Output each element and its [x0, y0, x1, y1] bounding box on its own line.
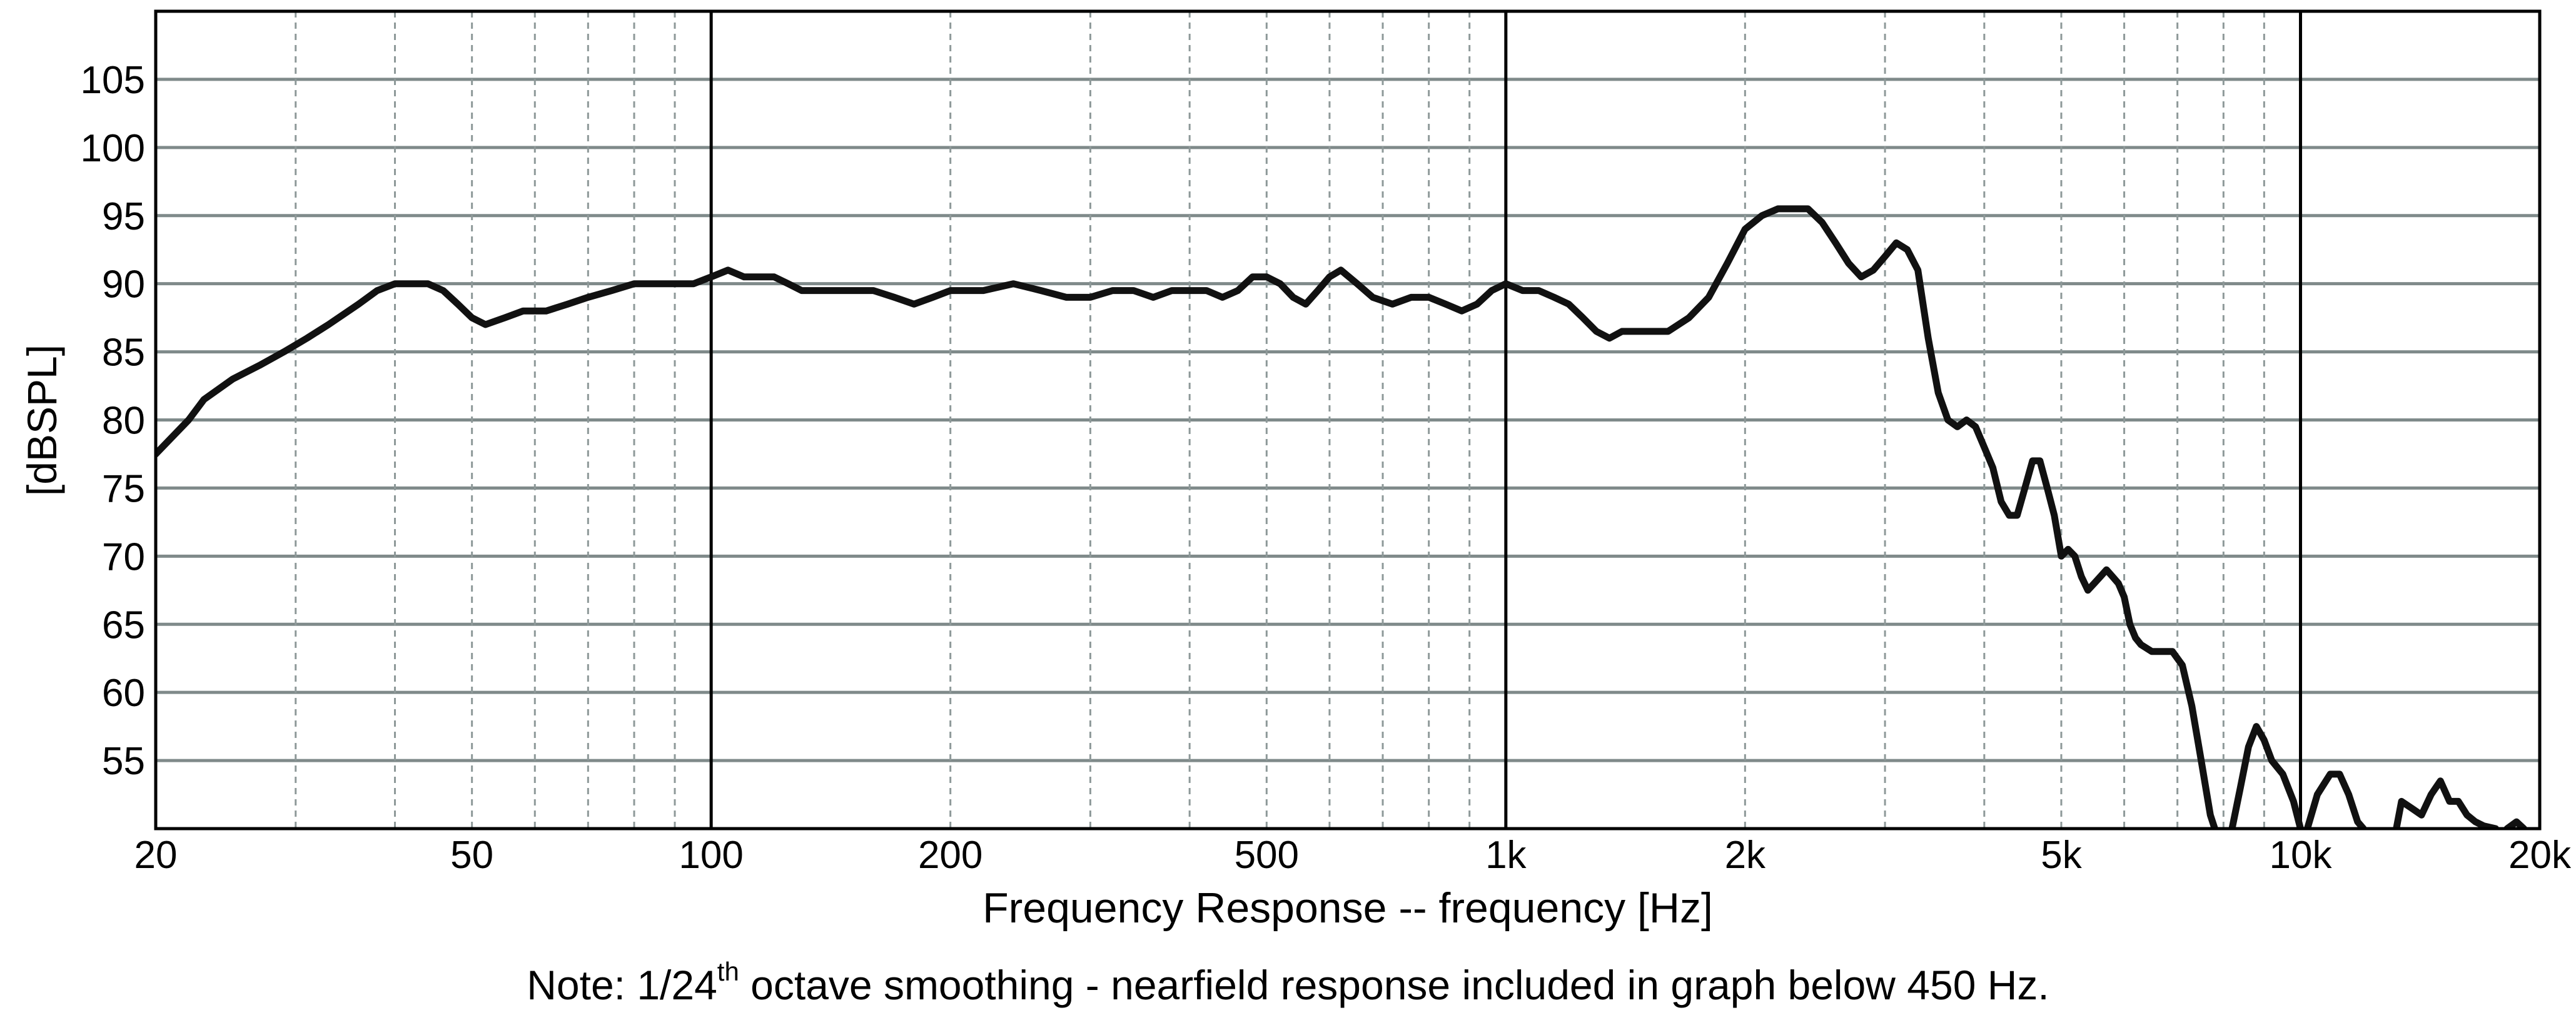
- x-tick-label: 1k: [1485, 834, 1527, 877]
- response-curve-segment: [2303, 770, 2367, 829]
- y-tick-label: 90: [102, 263, 145, 306]
- x-tick-label: 50: [450, 834, 493, 877]
- note-superscript: th: [717, 957, 739, 986]
- y-tick-label: 55: [102, 740, 145, 783]
- y-tick-label: 80: [102, 400, 145, 443]
- response-curve-segment: [2393, 777, 2499, 829]
- y-tick-label: 65: [102, 603, 145, 647]
- grid-lines: [156, 11, 2540, 829]
- x-axis-label: Frequency Response -- frequency [Hz]: [982, 884, 1713, 932]
- x-tick-label: 10k: [2270, 834, 2333, 877]
- x-tick-label: 500: [1235, 834, 1299, 877]
- x-axis-tick-labels: 20 50 100 200 500 1k 2k 5k 10k 20k: [134, 834, 2572, 877]
- x-tick-label: 100: [679, 834, 743, 877]
- y-tick-label: 70: [102, 535, 145, 578]
- note-prefix: Note: 1/24: [527, 962, 717, 1008]
- note-suffix: octave smoothing - nearfield response in…: [739, 962, 2049, 1008]
- chart-note: Note: 1/24th octave smoothing - nearfiel…: [0, 957, 2576, 1009]
- y-tick-label: 60: [102, 672, 145, 715]
- y-tick-label: 95: [102, 195, 145, 238]
- y-axis-label: [dBSPL]: [19, 345, 65, 496]
- y-tick-label: 75: [102, 467, 145, 510]
- x-tick-label: 20: [134, 834, 178, 877]
- plot-frame: [154, 9, 2542, 831]
- y-axis-tick-labels: 55 60 65 70 75 80 85 90 95 100 105: [81, 59, 145, 783]
- y-tick-label: 100: [81, 127, 145, 170]
- x-tick-label: 2k: [1725, 834, 1766, 877]
- y-tick-label: 85: [102, 331, 145, 375]
- response-curve-segment: [2228, 723, 2304, 829]
- response-curve-segment: [2503, 818, 2528, 829]
- plot-area: [156, 205, 2528, 829]
- response-curve-segment: [156, 205, 2218, 829]
- y-tick-label: 105: [81, 59, 145, 102]
- x-tick-label: 200: [918, 834, 982, 877]
- x-tick-label: 5k: [2041, 834, 2082, 877]
- response-curve: [156, 205, 2528, 829]
- x-tick-label: 20k: [2508, 834, 2572, 877]
